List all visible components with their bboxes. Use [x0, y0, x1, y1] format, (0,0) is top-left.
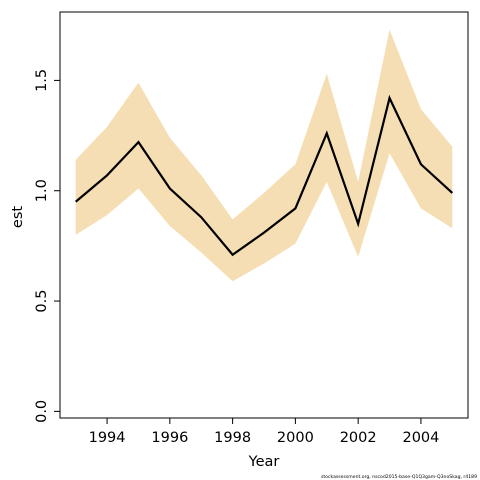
x-axis: 1994 1996 1998 2000 2002 2004	[89, 418, 439, 446]
x-axis-title: Year	[248, 454, 280, 470]
y-tick-label: 0.5	[34, 290, 50, 313]
y-tick-label: 1.0	[34, 179, 50, 202]
y-axis: 0.0 0.5 1.0 1.5	[34, 69, 60, 423]
credit-text: stockassessment.org, nscod2015-base-Q1Q3…	[321, 474, 477, 480]
y-tick-label: 0.0	[34, 400, 50, 423]
y-axis-title: est	[10, 206, 26, 228]
x-tick-label: 2004	[402, 430, 439, 446]
x-tick-label: 2002	[340, 430, 377, 446]
plot-area	[59, 11, 469, 419]
x-tick-label: 1996	[151, 430, 188, 446]
x-tick-label: 1994	[89, 430, 126, 446]
estimate-line	[74, 94, 454, 257]
x-tick-label: 2000	[277, 430, 314, 446]
x-tick-label: 1998	[214, 430, 251, 446]
confidence-band	[75, 29, 453, 282]
y-tick-label: 1.5	[34, 69, 50, 92]
plot-frame	[59, 11, 469, 419]
